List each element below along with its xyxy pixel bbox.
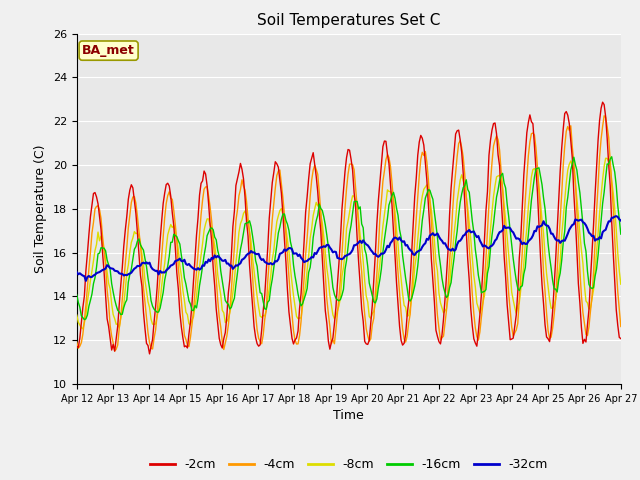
Text: BA_met: BA_met: [82, 44, 135, 57]
X-axis label: Time: Time: [333, 409, 364, 422]
Title: Soil Temperatures Set C: Soil Temperatures Set C: [257, 13, 440, 28]
Y-axis label: Soil Temperature (C): Soil Temperature (C): [35, 144, 47, 273]
Legend: -2cm, -4cm, -8cm, -16cm, -32cm: -2cm, -4cm, -8cm, -16cm, -32cm: [145, 453, 553, 476]
